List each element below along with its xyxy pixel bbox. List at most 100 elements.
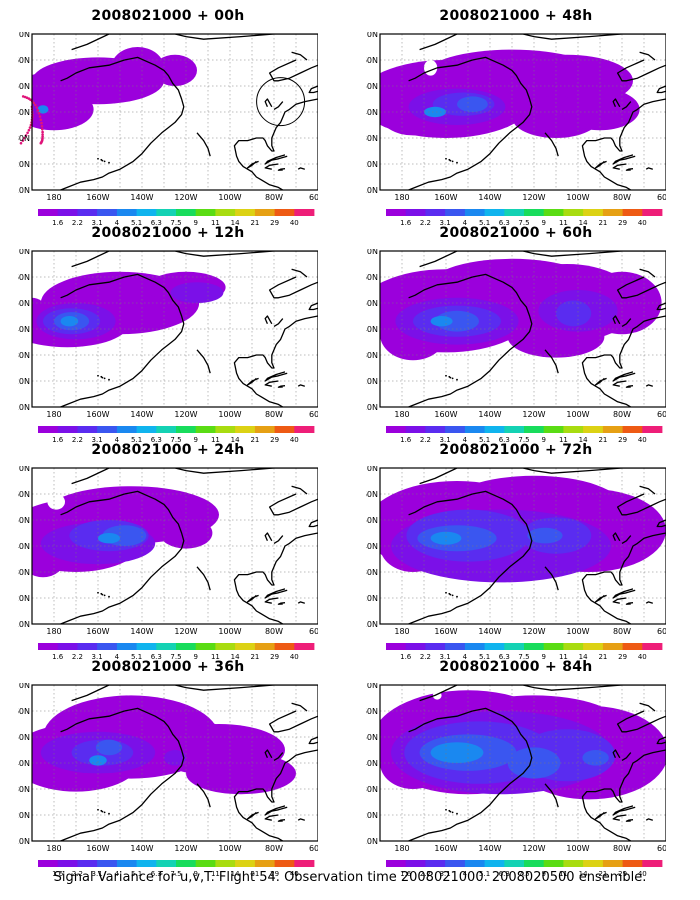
colorbar-label: 2.2 [420, 436, 431, 444]
colorbar-label: 5.1 [479, 219, 490, 227]
lon-tick-label: 160W [434, 627, 457, 636]
lon-tick-label: 140W [478, 193, 501, 202]
colorbar-label: 21 [250, 436, 259, 444]
lon-tick-label: 140W [130, 410, 153, 419]
coastline-segment [408, 493, 473, 516]
observation-point [39, 118, 43, 122]
lon-tick-label: 140W [478, 627, 501, 636]
lat-tick-label: 60N [18, 490, 30, 499]
colorbar: 1.6 2.2 3.1 4 5.1 6.3 7.5 9 11 14 21 29 40 [38, 860, 315, 878]
lat-tick-label: 40N [18, 108, 30, 117]
colorbar-label: 7.5 [170, 653, 181, 661]
colorbar-label: 1.6 [52, 653, 64, 661]
lat-tick-label: 20N [18, 594, 30, 603]
lat-tick-label: 50N [18, 516, 30, 525]
colorbar-label: 5.1 [479, 436, 490, 444]
colorbar-label: 29 [270, 436, 279, 444]
coastline-segment [594, 811, 607, 820]
flight-track [19, 95, 44, 145]
coastline-segment [639, 268, 656, 278]
map-frame [31, 467, 318, 625]
colorbar-label: 1.6 [400, 870, 412, 878]
island [103, 811, 106, 814]
colorbar: 1.6 2.2 3.1 4 5.1 6.3 7.5 9 11 14 21 29 40 [38, 426, 315, 444]
colorbar-swatch [156, 209, 177, 216]
observation-point [23, 136, 26, 140]
variance-contour [430, 742, 484, 763]
lon-tick-label: 80W [265, 627, 283, 636]
coastline-segment [60, 493, 125, 516]
colorbar-swatch [425, 209, 446, 216]
panel-60h: 2008021000 + 60h 10N 20N 30N 40N 50N 60N 70N 18… [366, 225, 666, 444]
island [625, 168, 634, 171]
lon-tick-label: 160W [434, 193, 457, 202]
colorbar-swatch [274, 643, 295, 650]
coastline-segment [264, 315, 273, 325]
observation-point [28, 126, 32, 129]
island [308, 85, 318, 94]
island [456, 812, 458, 815]
lat-tick-label: 20N [366, 377, 378, 386]
island [445, 157, 447, 160]
lon-tick-label: 160W [434, 844, 457, 853]
lon-tick-label: 100W [566, 193, 589, 202]
panel-title: 2008021000 + 72h [439, 442, 593, 458]
colorbar-swatch [543, 860, 564, 867]
colorbar-swatch [274, 860, 295, 867]
colorbar-label: 14 [231, 870, 240, 878]
island [100, 592, 103, 595]
colorbar-swatch [136, 860, 157, 867]
colorbar-swatch [274, 426, 295, 433]
panel-00h: 2008021000 + 00h 10N 20N 30N 40N 50N 60N 70N 18… [18, 8, 318, 227]
panel-24h: 2008021000 + 24h 10N 20N 30N 40N 50N 60N 70N 18… [18, 442, 318, 661]
panel-72h: 2008021000 + 72h 10N 20N 30N 40N 50N 60N 70N 18… [366, 442, 666, 661]
coastline-segment [621, 752, 632, 761]
colorbar-label: 2.2 [420, 219, 431, 227]
island [445, 591, 447, 594]
island [264, 371, 288, 382]
coastline-segment [408, 710, 473, 733]
lat-tick-label: 10N [366, 186, 378, 195]
lon-tick-label: 100W [218, 627, 241, 636]
colorbar-swatch [602, 426, 623, 433]
lon-tick-label: 80W [613, 410, 631, 419]
colorbar-swatch [602, 209, 623, 216]
colorbar: 1.6 2.2 3.1 4 5.1 6.3 7.5 9 11 14 21 29 40 [386, 860, 663, 878]
coastline-segment [639, 485, 656, 495]
panel-title: 2008021000 + 36h [91, 659, 245, 675]
colorbar-label: 11 [559, 436, 568, 444]
colorbar-swatch [464, 209, 485, 216]
colorbar-label: 29 [618, 436, 627, 444]
colorbar-swatch [386, 643, 407, 650]
colorbar-swatch [156, 643, 177, 650]
map: 10N 20N 30N 40N 50N 60N 70N 180 160W 140W 120W 100W… [18, 466, 318, 636]
colorbar: 1.6 2.2 3.1 4 5.1 6.3 7.5 9 11 14 21 29 40 [38, 643, 315, 661]
colorbar-label: 1.6 [400, 436, 412, 444]
coastline-segment [544, 783, 559, 808]
colorbar-label: 11 [559, 219, 568, 227]
coastline [408, 468, 666, 624]
colorbar: 1.6 2.2 3.1 4 5.1 6.3 7.5 9 11 14 21 29 40 [386, 209, 663, 227]
island [645, 384, 653, 387]
coastline-segment [273, 101, 284, 110]
lon-tick-label: 80W [613, 627, 631, 636]
coastline-segment [544, 349, 559, 374]
colorbar-swatch [405, 209, 426, 216]
lat-tick-label: 10N [366, 837, 378, 846]
lat-tick-label: 50N [366, 733, 378, 742]
coastline-segment [581, 315, 666, 407]
colorbar-label: 40 [638, 653, 647, 661]
colorbar-swatch [97, 643, 118, 650]
lon-tick-label: 140W [478, 410, 501, 419]
island [625, 819, 634, 822]
colorbar-label: 21 [250, 219, 259, 227]
colorbar-swatch [484, 426, 505, 433]
colorbar-swatch [57, 860, 78, 867]
colorbar-label: 40 [290, 436, 299, 444]
colorbar-swatch [602, 643, 623, 650]
lon-tick-label: 60W [657, 844, 666, 853]
colorbar-swatch [563, 643, 584, 650]
colorbar-swatch [77, 426, 98, 433]
coastline [60, 251, 318, 407]
island [612, 371, 636, 382]
